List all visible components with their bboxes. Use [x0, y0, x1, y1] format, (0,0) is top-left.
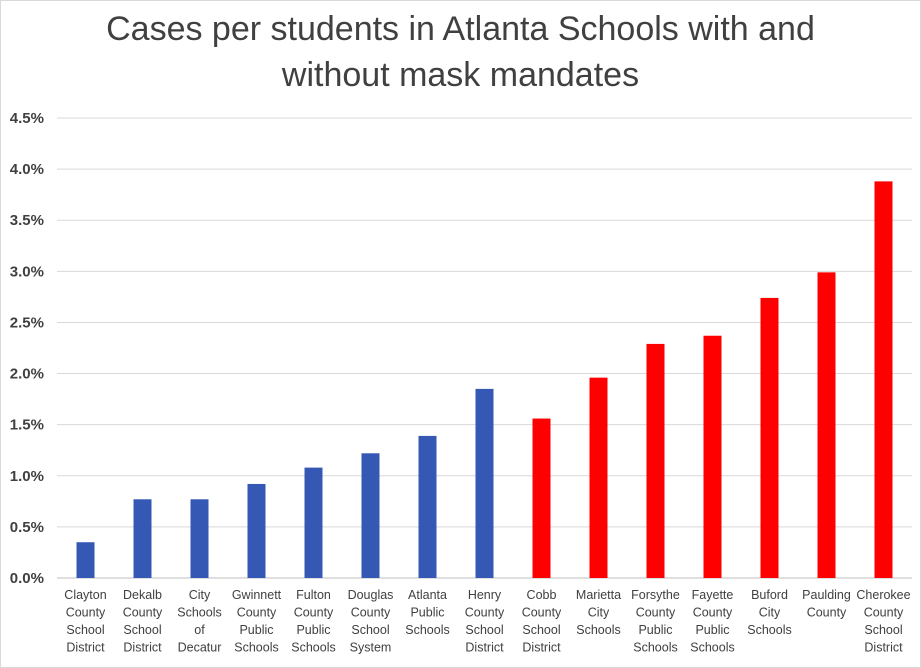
- bar: [190, 499, 209, 578]
- y-tick-label: 0.5%: [10, 519, 44, 536]
- x-category-label: County: [636, 606, 676, 620]
- x-axis-category-labels: Clayton County School District Dekalb County S…: [64, 588, 910, 655]
- x-category-label: Decatur: [178, 641, 222, 655]
- y-axis-tick-labels: 0.0% 0.5% 1.0% 1.5% 2.0% 2.5% 3.0% 3.5% 4.0% 4.5%: [10, 110, 44, 587]
- x-category-label: Fulton: [296, 588, 331, 602]
- x-category-label: Public: [638, 623, 672, 637]
- bar: [247, 483, 266, 578]
- x-category-label: Cobb: [527, 588, 557, 602]
- bars: [76, 181, 893, 578]
- bar: [475, 388, 494, 578]
- x-category-label: Schools: [633, 641, 677, 655]
- y-tick-label: 1.0%: [10, 468, 44, 485]
- x-category-label: City: [588, 606, 610, 620]
- x-category-label: Public: [410, 606, 444, 620]
- x-category-label: County: [237, 606, 277, 620]
- x-category-label: School: [351, 623, 389, 637]
- x-category-label: School: [123, 623, 161, 637]
- x-category-label: School: [66, 623, 104, 637]
- bar: [874, 181, 893, 578]
- x-category-label: of: [194, 623, 205, 637]
- x-category-label: City: [189, 588, 211, 602]
- x-category-label: County: [693, 606, 733, 620]
- x-category-label: Schools: [690, 641, 734, 655]
- bar: [304, 467, 323, 578]
- x-category-label: Cherokee: [856, 588, 910, 602]
- x-category-label: County: [294, 606, 334, 620]
- x-category-label: County: [864, 606, 904, 620]
- x-category-label: Schools: [747, 623, 791, 637]
- x-category-label: Public: [695, 623, 729, 637]
- x-category-label: Gwinnett: [232, 588, 282, 602]
- chart-title-line-1: Cases per students in Atlanta Schools wi…: [106, 10, 815, 48]
- x-category-label: County: [522, 606, 562, 620]
- x-category-label: County: [807, 606, 847, 620]
- x-category-label: Schools: [576, 623, 620, 637]
- x-category-label: Clayton: [64, 588, 106, 602]
- x-category-label: District: [522, 641, 561, 655]
- x-category-label: Schools: [177, 606, 221, 620]
- y-tick-label: 4.5%: [10, 110, 44, 127]
- y-tick-label: 0.0%: [10, 570, 44, 587]
- x-category-label: District: [66, 641, 105, 655]
- x-category-label: Fayette: [692, 588, 734, 602]
- bar: [646, 343, 665, 578]
- x-category-label: Schools: [291, 641, 335, 655]
- x-category-label: Douglas: [348, 588, 394, 602]
- y-tick-label: 2.0%: [10, 366, 44, 383]
- bar: [133, 499, 152, 578]
- x-category-label: District: [864, 641, 903, 655]
- x-category-label: Buford: [751, 588, 788, 602]
- x-category-label: County: [465, 606, 505, 620]
- x-category-label: School: [864, 623, 902, 637]
- bar: [589, 377, 608, 578]
- x-category-label: Schools: [234, 641, 278, 655]
- y-tick-label: 4.0%: [10, 161, 44, 178]
- x-category-label: System: [350, 641, 392, 655]
- bar: [361, 453, 380, 578]
- bar: [76, 542, 95, 578]
- x-category-label: School: [522, 623, 560, 637]
- bar: [418, 435, 437, 578]
- x-category-label: School: [465, 623, 503, 637]
- x-category-label: Henry: [468, 588, 502, 602]
- x-category-label: Public: [296, 623, 330, 637]
- y-tick-label: 3.5%: [10, 212, 44, 229]
- x-category-label: District: [465, 641, 504, 655]
- chart-title-line-2: without mask mandates: [281, 56, 640, 94]
- y-tick-label: 1.5%: [10, 417, 44, 434]
- y-tick-label: 2.5%: [10, 314, 44, 331]
- x-category-label: Atlanta: [408, 588, 447, 602]
- x-category-label: City: [759, 606, 781, 620]
- x-category-label: County: [351, 606, 391, 620]
- chart-title: Cases per students in Atlanta Schools wi…: [0, 6, 921, 98]
- bar: [817, 272, 836, 578]
- bar: [532, 418, 551, 578]
- bar: [703, 335, 722, 578]
- x-category-label: Dekalb: [123, 588, 162, 602]
- y-tick-label: 3.0%: [10, 263, 44, 280]
- x-category-label: Paulding: [802, 588, 851, 602]
- x-category-label: Schools: [405, 623, 449, 637]
- x-category-label: Marietta: [576, 588, 621, 602]
- bar: [760, 297, 779, 578]
- x-category-label: Public: [239, 623, 273, 637]
- x-category-label: County: [123, 606, 163, 620]
- x-category-label: Forsythe: [631, 588, 680, 602]
- x-category-label: District: [123, 641, 162, 655]
- x-category-label: County: [66, 606, 106, 620]
